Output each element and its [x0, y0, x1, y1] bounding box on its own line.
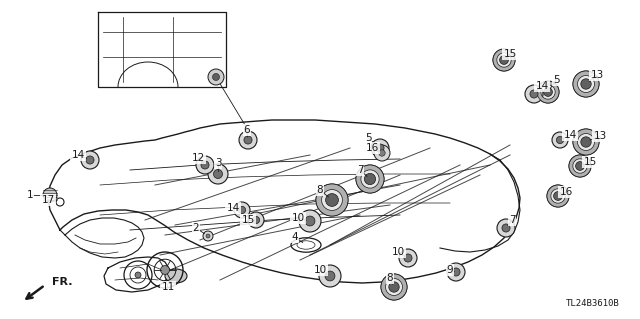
Circle shape — [356, 165, 384, 193]
Circle shape — [234, 202, 250, 218]
Text: 13: 13 — [590, 70, 604, 80]
Circle shape — [239, 206, 246, 214]
Circle shape — [379, 150, 385, 156]
Circle shape — [244, 136, 252, 144]
Circle shape — [502, 224, 510, 232]
Circle shape — [500, 56, 508, 64]
Circle shape — [569, 155, 591, 177]
Circle shape — [203, 231, 213, 241]
Circle shape — [554, 192, 563, 200]
Circle shape — [381, 274, 407, 300]
Circle shape — [525, 85, 543, 103]
Circle shape — [447, 263, 465, 281]
Text: 13: 13 — [593, 131, 607, 141]
Circle shape — [547, 185, 569, 207]
Circle shape — [316, 184, 348, 216]
Text: 7: 7 — [356, 165, 364, 175]
Circle shape — [573, 129, 599, 155]
Text: 7: 7 — [509, 215, 515, 225]
Circle shape — [581, 79, 591, 89]
Wedge shape — [547, 185, 569, 207]
Text: 11: 11 — [161, 282, 175, 292]
Circle shape — [374, 145, 390, 161]
Circle shape — [212, 73, 220, 80]
Text: 5: 5 — [553, 75, 559, 85]
Text: 3: 3 — [214, 158, 221, 168]
Text: 9: 9 — [447, 265, 453, 275]
Wedge shape — [537, 81, 559, 103]
Text: FR.: FR. — [52, 277, 72, 287]
Circle shape — [135, 272, 141, 278]
Text: 15: 15 — [584, 157, 596, 167]
Circle shape — [364, 174, 376, 185]
Wedge shape — [316, 184, 348, 216]
Text: 10: 10 — [392, 247, 404, 257]
Circle shape — [552, 132, 568, 148]
Circle shape — [389, 282, 399, 292]
Circle shape — [325, 271, 335, 281]
Wedge shape — [381, 274, 407, 300]
Text: 17: 17 — [42, 195, 54, 205]
Text: 14: 14 — [563, 130, 577, 140]
Circle shape — [575, 162, 584, 170]
Circle shape — [573, 71, 599, 97]
Circle shape — [581, 137, 591, 147]
Text: 1: 1 — [27, 190, 33, 200]
Circle shape — [206, 234, 210, 238]
Text: 6: 6 — [244, 125, 250, 135]
Circle shape — [319, 265, 341, 287]
Text: 16: 16 — [559, 187, 573, 197]
Circle shape — [252, 216, 260, 224]
Circle shape — [86, 156, 94, 164]
Text: 14: 14 — [227, 203, 239, 213]
Text: 2: 2 — [193, 223, 199, 233]
Circle shape — [537, 81, 559, 103]
Circle shape — [543, 88, 552, 96]
Text: 14: 14 — [72, 150, 84, 160]
Wedge shape — [573, 129, 599, 155]
Circle shape — [376, 144, 384, 152]
Text: 14: 14 — [536, 81, 548, 91]
Circle shape — [299, 210, 321, 232]
Circle shape — [208, 164, 228, 184]
Text: 15: 15 — [241, 215, 255, 225]
Text: 10: 10 — [314, 265, 326, 275]
Circle shape — [556, 137, 564, 144]
Text: 12: 12 — [191, 153, 205, 163]
Circle shape — [452, 268, 460, 276]
Circle shape — [81, 151, 99, 169]
Wedge shape — [356, 165, 384, 193]
Wedge shape — [569, 155, 591, 177]
Circle shape — [305, 216, 315, 226]
Wedge shape — [573, 71, 599, 97]
Circle shape — [497, 219, 515, 237]
Circle shape — [201, 161, 209, 169]
Text: 16: 16 — [365, 143, 379, 153]
Text: 10: 10 — [291, 213, 305, 223]
Wedge shape — [493, 49, 515, 71]
Circle shape — [43, 188, 57, 202]
Circle shape — [239, 131, 257, 149]
Text: TL24B3610B: TL24B3610B — [566, 299, 620, 308]
Circle shape — [208, 69, 224, 85]
Circle shape — [493, 49, 515, 71]
Text: 15: 15 — [504, 49, 516, 59]
Circle shape — [196, 156, 214, 174]
Circle shape — [371, 139, 389, 157]
Circle shape — [404, 254, 412, 262]
Text: 8: 8 — [387, 273, 394, 283]
Text: 4: 4 — [292, 232, 298, 242]
Circle shape — [530, 90, 538, 98]
Text: 5: 5 — [365, 133, 371, 143]
Circle shape — [161, 265, 170, 275]
Circle shape — [326, 194, 339, 206]
Circle shape — [248, 212, 264, 228]
Text: 8: 8 — [317, 185, 323, 195]
Circle shape — [214, 169, 223, 179]
Circle shape — [399, 249, 417, 267]
Ellipse shape — [165, 269, 187, 283]
